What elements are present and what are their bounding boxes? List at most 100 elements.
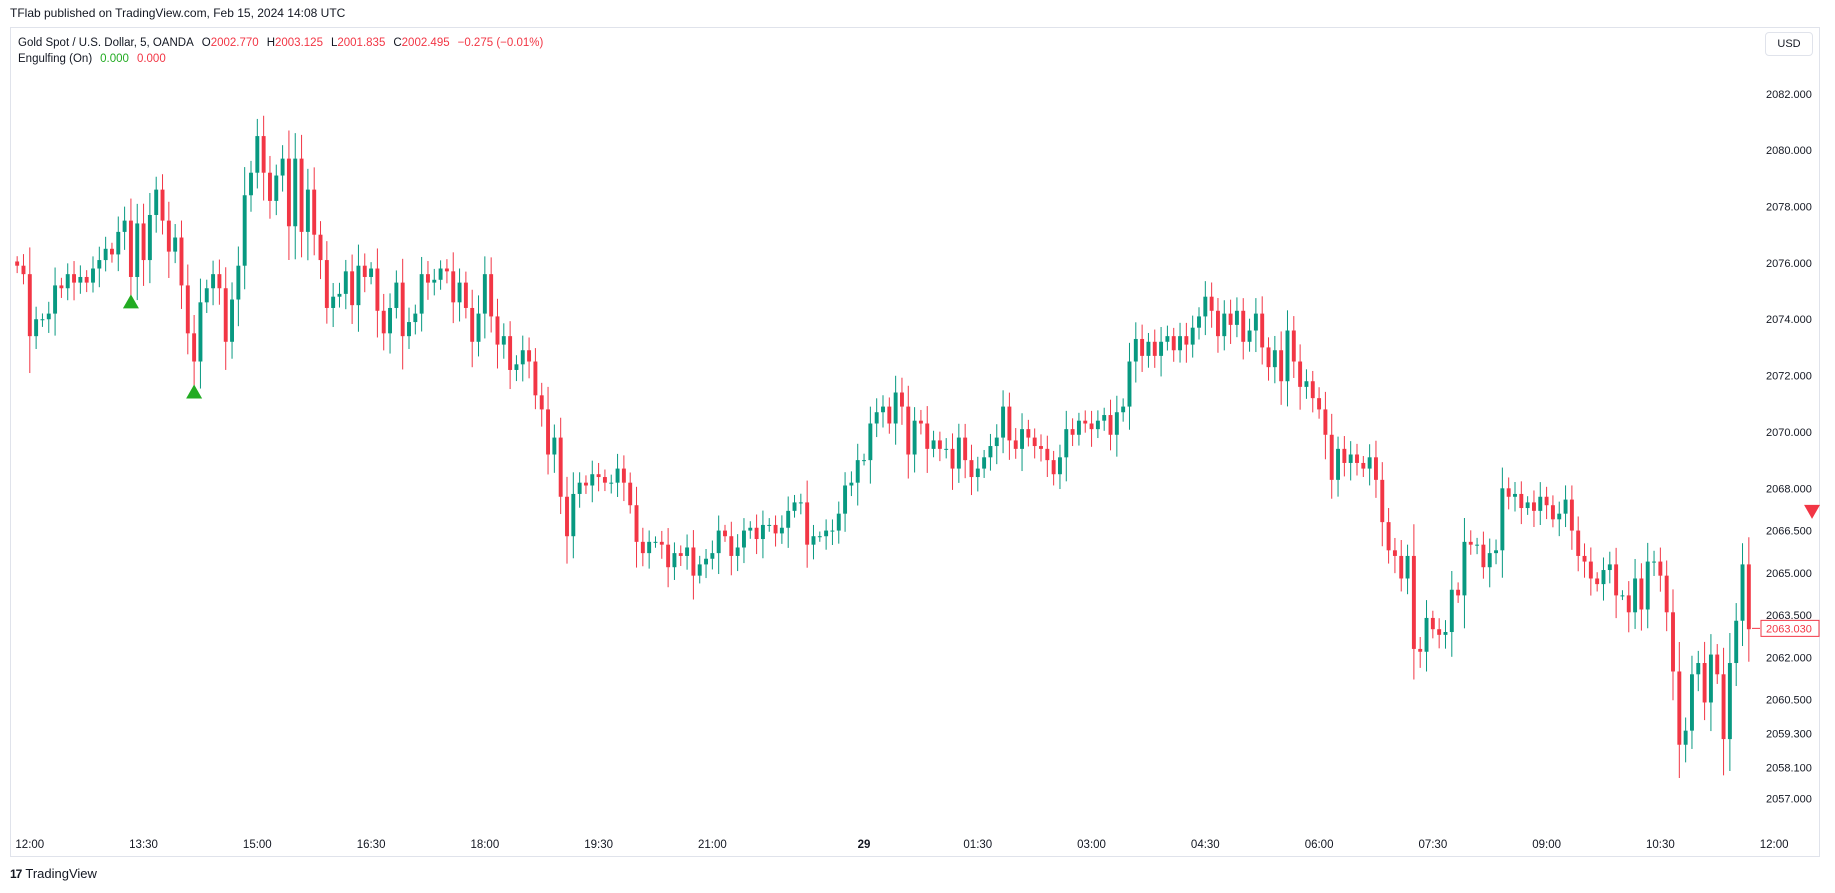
candle-body [122,220,127,232]
candle-body [1633,578,1638,613]
x-tick-label: 04:30 [1191,839,1220,851]
candle-body [1544,496,1549,506]
candle-body [236,265,241,300]
candle-body [1626,595,1631,613]
candle-body [836,513,841,531]
candle-body [1740,564,1745,621]
candle-body [91,268,95,283]
indicator-name[interactable]: Engulfing (On) [18,53,93,65]
candle-body [179,237,184,286]
candle-body [1329,434,1334,480]
candle-body [1475,544,1480,546]
y-tick-label: 2065.000 [1766,568,1812,580]
candle-body [495,316,500,345]
candle-body [1165,336,1170,342]
candle-body [691,547,696,576]
candle-body [830,530,835,532]
candle-body [1253,313,1258,331]
candle-body [1291,330,1296,362]
symbol-title[interactable]: Gold Spot / U.S. Dollar, 5, OANDA [18,37,194,49]
candle-body [672,553,677,568]
candle-body [27,274,32,337]
candle-body [211,274,216,289]
candle-body [678,553,683,556]
candle-body [1108,415,1113,435]
candle-body [805,502,810,545]
candle-body [1652,561,1656,563]
candle-body [723,530,727,537]
candle-body [463,282,468,308]
open-value: 2002.770 [210,37,259,49]
x-tick-label: 09:00 [1532,839,1561,851]
x-tick-label: 10:30 [1646,839,1675,851]
candle-body [1355,454,1359,463]
candle-body [1216,310,1220,337]
candle-body [1500,488,1505,551]
candle-body [1203,296,1208,317]
candle-body [185,285,190,334]
close-label: C [393,37,402,49]
candle-body [1708,654,1713,703]
candle-body [394,282,399,308]
close-value: 2002.495 [401,37,450,49]
candle-body [565,496,569,537]
candle-body [527,350,532,362]
candle-body [849,482,854,486]
candle-body [426,274,430,283]
candle-body [710,553,715,559]
tradingview-brand: TradingView [25,866,97,881]
candle-body [501,336,506,345]
currency-button[interactable]: USD [1765,32,1813,56]
candle-body [817,536,822,538]
candle-body [331,296,336,308]
candle-body [1639,578,1644,610]
candle-body [21,265,26,275]
candle-body [659,541,664,545]
candle-body [1437,629,1442,635]
candle-body [887,406,892,424]
y-tick-label: 2082.000 [1766,89,1812,101]
x-tick-label: 07:30 [1418,839,1447,851]
candle-body [824,530,829,537]
candle-body [571,493,576,537]
candle-body [1746,564,1751,630]
candle-body [1304,381,1309,387]
tradingview-footer[interactable]: 17 TradingView [10,866,97,881]
candle-body [1209,296,1214,311]
candle-body [97,260,102,269]
candle-body [1399,555,1404,579]
candle-body [1310,381,1315,399]
candle-body [596,474,601,478]
candle-body [1664,575,1669,613]
candle-body [1222,313,1227,337]
candle-body [609,482,614,484]
candle-body [1064,429,1069,458]
candle-body [1089,423,1094,430]
candle-body [760,524,765,540]
candle-body [1582,555,1587,562]
candle-body [1506,488,1511,497]
candle-body [748,527,753,531]
candle-body [110,248,114,255]
candle-body [937,440,942,449]
candle-body [1734,620,1739,664]
y-tick-label: 2062.000 [1766,652,1812,664]
candle-body [1519,493,1524,509]
y-tick-label: 2070.000 [1766,427,1812,439]
candle-body [198,302,203,362]
candle-body [1405,555,1410,579]
candle-body [1658,561,1663,576]
candle-body [773,524,778,534]
candle-body [1247,330,1252,342]
candle-body [1001,406,1006,438]
candle-body [918,420,923,424]
candle-body [1013,440,1018,449]
chart-legend: Gold Spot / U.S. Dollar, 5, OANDA O 2002.… [18,35,543,67]
y-tick-label: 2068.000 [1766,483,1812,495]
high-label: H [266,37,275,49]
candle-body [1178,336,1182,351]
candle-body [1418,648,1423,652]
candle-body [900,392,904,407]
candle-body [242,195,247,266]
